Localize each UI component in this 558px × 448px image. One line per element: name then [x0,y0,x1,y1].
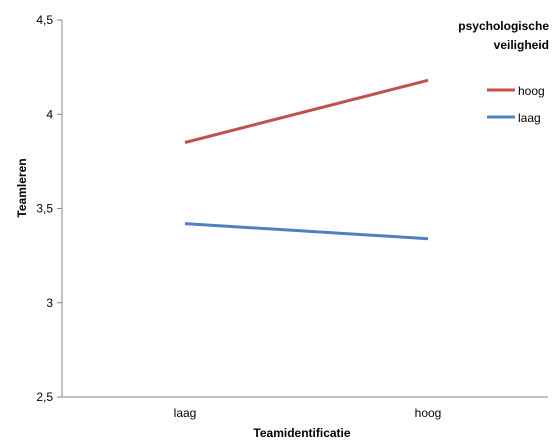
y-tick-label: 3 [46,296,53,310]
legend-label-laag: laag [518,111,541,125]
y-tick-label: 4 [46,107,53,121]
x-tick-label: hoog [415,406,442,420]
y-tick-label: 4,5 [36,13,53,27]
y-tick-label: 2,5 [36,390,53,404]
x-axis-title: Teamidentificatie [253,426,350,440]
legend-label-hoog: hoog [518,84,545,98]
legend-title-line2: veiligheid [494,38,549,52]
legend: psychologische veiligheid hoog laag [458,19,549,125]
series-line-hoog [184,78,429,144]
legend-title-line1: psychologische [458,19,549,33]
y-axis-title: Teamleren [15,158,29,217]
y-axis-ticks: 2,5 3 3,5 4 4,5 laag hoog [36,13,441,420]
legend-items: hoog laag [487,84,545,125]
series-line-laag [184,222,429,241]
axes [61,20,548,398]
y-tick-label: 3,5 [36,202,53,216]
x-tick-label: laag [174,406,197,420]
series-lines [184,78,429,241]
